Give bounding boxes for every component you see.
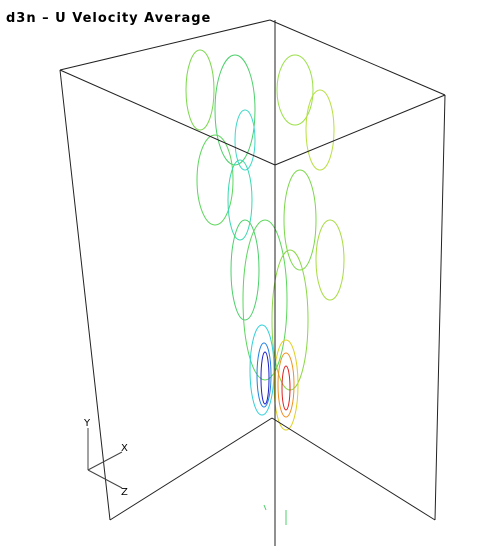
title: d3n – U Velocity Average [6, 11, 211, 26]
visualization: Y X Z d3n – U Velocity Average [0, 0, 491, 546]
y-label: Y [83, 418, 91, 429]
x-label: X [121, 443, 128, 454]
page: Y X Z d3n – U Velocity Average (() => { … [0, 0, 491, 546]
background [0, 0, 491, 546]
z-label: Z [121, 487, 128, 498]
